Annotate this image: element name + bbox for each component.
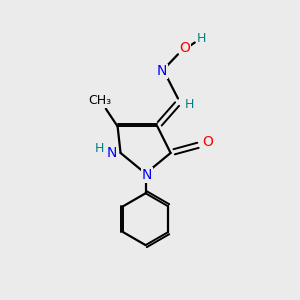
- Text: CH₃: CH₃: [88, 94, 112, 107]
- Text: H: H: [185, 98, 194, 111]
- Text: H: H: [95, 142, 104, 155]
- Text: H: H: [196, 32, 206, 45]
- Text: O: O: [202, 135, 213, 149]
- Text: N: N: [107, 146, 118, 160]
- Text: O: O: [179, 41, 190, 56]
- Text: N: N: [157, 64, 167, 78]
- Text: N: N: [142, 168, 152, 182]
